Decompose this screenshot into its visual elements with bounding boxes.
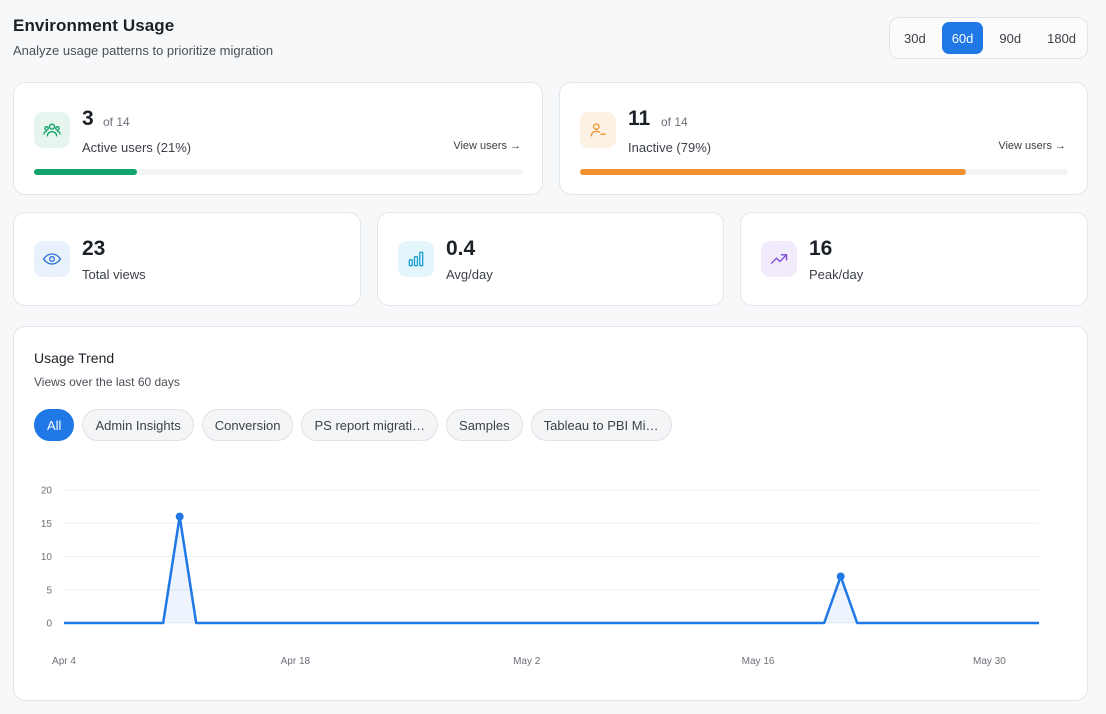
filter-chip-tableau-to-pbi[interactable]: Tableau to PBI Mi… — [530, 409, 672, 441]
inactive-users-count: 11 — [628, 107, 651, 130]
total-views-label: Total views — [82, 267, 146, 282]
view-inactive-users-link[interactable]: View users → — [998, 140, 1066, 152]
peak-day-value: 16 — [809, 237, 833, 260]
y-tick-label: 20 — [41, 486, 53, 497]
y-tick-label: 0 — [46, 619, 52, 630]
inactive-users-progress-fill — [580, 169, 966, 175]
filter-chip-conversion[interactable]: Conversion — [201, 409, 294, 441]
x-tick-label: May 16 — [742, 656, 775, 667]
trend-line — [64, 515, 1039, 625]
total-views-card: 23 Total views — [13, 212, 361, 306]
trend-area — [64, 516, 1039, 623]
bar-chart-icon — [398, 241, 434, 277]
x-tick-label: May 2 — [513, 656, 541, 667]
active-users-total: of 14 — [103, 115, 130, 129]
inactive-users-progress — [580, 169, 1068, 175]
trending-up-icon — [761, 241, 797, 277]
y-tick-label: 5 — [46, 585, 52, 596]
filter-chips: All Admin Insights Conversion PS report … — [34, 409, 672, 441]
peak-day-label: Peak/day — [809, 267, 864, 282]
filter-chip-ps-report-migration[interactable]: PS report migrati… — [301, 409, 439, 441]
view-active-users-link[interactable]: View users → — [453, 140, 521, 152]
page-subtitle: Analyze usage patterns to prioritize mig… — [13, 43, 274, 58]
total-views-value: 23 — [82, 237, 106, 260]
filter-chip-admin-insights[interactable]: Admin Insights — [82, 409, 194, 441]
y-tick-label: 15 — [41, 519, 53, 530]
data-point[interactable] — [175, 512, 184, 521]
filter-chip-all[interactable]: All — [34, 409, 75, 441]
avg-day-card: 0.4 Avg/day — [377, 212, 724, 306]
x-tick-label: Apr 18 — [281, 656, 311, 667]
period-60d-button[interactable]: 60d — [941, 22, 984, 54]
x-tick-label: Apr 4 — [52, 656, 76, 667]
usage-trend-card: Usage Trend Views over the last 60 days … — [13, 326, 1088, 701]
y-tick-label: 10 — [41, 552, 53, 563]
period-30d-button[interactable]: 30d — [904, 30, 926, 46]
page-header: Environment Usage Analyze usage patterns… — [13, 16, 273, 58]
inactive-users-total: of 14 — [661, 115, 688, 129]
avg-day-label: Avg/day — [446, 267, 493, 282]
eye-icon — [34, 241, 70, 277]
period-180d-button[interactable]: 180d — [1047, 30, 1077, 46]
usage-trend-chart: 0 5 10 15 20 Apr 4 Apr 18 May 2 May 16 May 30 — [41, 486, 1039, 667]
avg-day-value: 0.4 — [446, 237, 476, 260]
usage-trend-title: Usage Trend — [34, 350, 115, 366]
active-users-card: 3 of 14 Active users (21%) View users → — [13, 82, 543, 195]
active-users-count: 3 — [82, 107, 94, 130]
period-selector: 30d 60d 90d 180d — [889, 17, 1088, 59]
active-users-progress-fill — [34, 169, 137, 175]
x-tick-label: May 30 — [973, 656, 1006, 667]
user-minus-icon — [580, 112, 616, 148]
inactive-users-card: 11 of 14 Inactive (79%) View users → — [559, 82, 1088, 195]
usage-trend-subtitle: Views over the last 60 days — [34, 375, 180, 389]
active-users-label: Active users (21%) — [82, 140, 192, 155]
period-90d-button[interactable]: 90d — [999, 30, 1022, 46]
active-users-progress — [34, 169, 523, 175]
page-title: Environment Usage — [13, 16, 175, 35]
users-icon — [34, 112, 70, 148]
peak-day-card: 16 Peak/day — [740, 212, 1088, 306]
inactive-users-label: Inactive (79%) — [628, 140, 712, 155]
filter-chip-samples[interactable]: Samples — [446, 409, 523, 441]
data-point[interactable] — [836, 572, 845, 581]
